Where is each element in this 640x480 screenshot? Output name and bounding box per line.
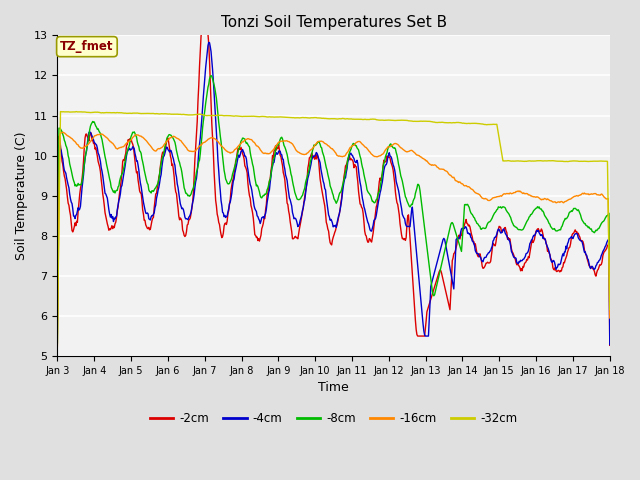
Y-axis label: Soil Temperature (C): Soil Temperature (C) [15,132,28,260]
X-axis label: Time: Time [318,382,349,395]
Legend: -2cm, -4cm, -8cm, -16cm, -32cm: -2cm, -4cm, -8cm, -16cm, -32cm [145,407,522,430]
Text: TZ_fmet: TZ_fmet [60,40,114,53]
Title: Tonzi Soil Temperatures Set B: Tonzi Soil Temperatures Set B [221,15,447,30]
